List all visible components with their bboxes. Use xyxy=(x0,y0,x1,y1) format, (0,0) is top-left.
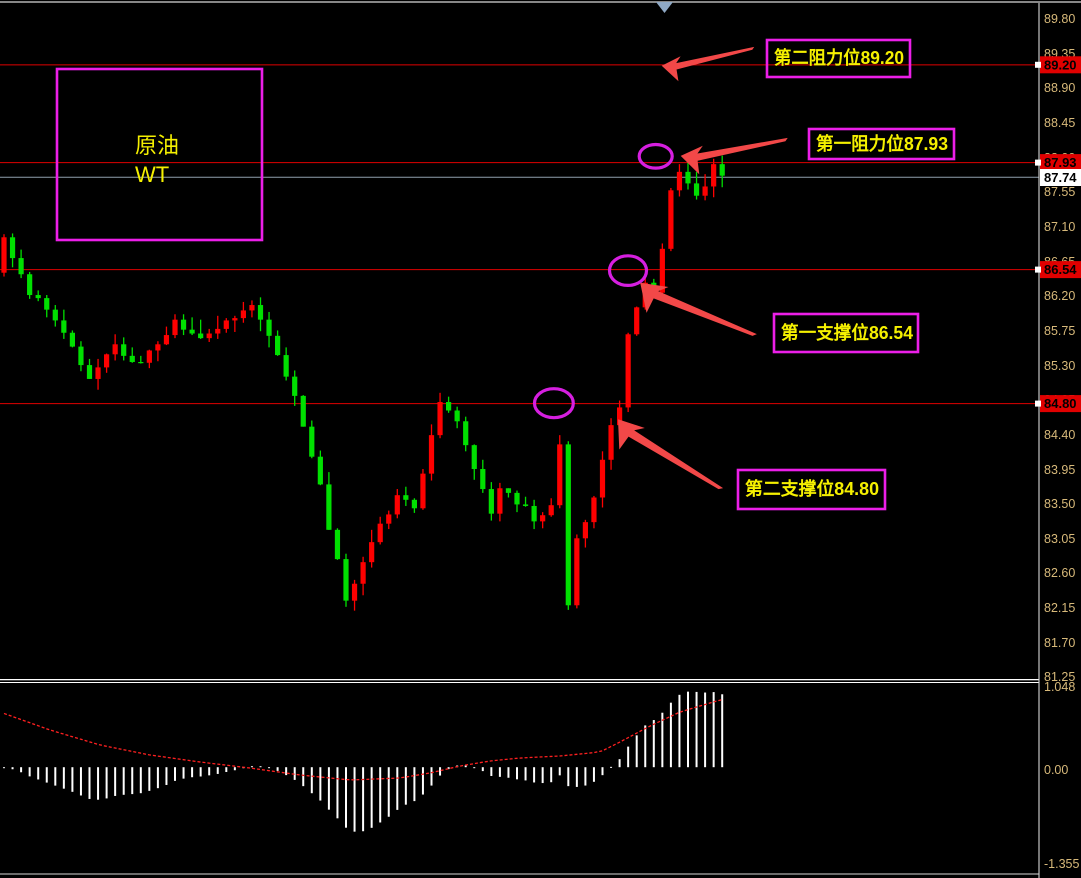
svg-text:第二阻力位89.20: 第二阻力位89.20 xyxy=(774,47,904,68)
svg-text:-1.355: -1.355 xyxy=(1044,857,1079,871)
svg-text:第二支撑位84.80: 第二支撑位84.80 xyxy=(745,478,879,499)
svg-text:84.40: 84.40 xyxy=(1044,428,1075,442)
svg-text:89.80: 89.80 xyxy=(1044,12,1075,26)
svg-text:85.75: 85.75 xyxy=(1044,324,1075,338)
svg-text:82.15: 82.15 xyxy=(1044,601,1075,615)
svg-text:82.60: 82.60 xyxy=(1044,566,1075,580)
svg-text:第一阻力位87.93: 第一阻力位87.93 xyxy=(816,133,948,154)
svg-text:原油: 原油 xyxy=(135,133,179,158)
svg-text:第一支撑位86.54: 第一支撑位86.54 xyxy=(781,322,913,343)
svg-text:81.70: 81.70 xyxy=(1044,636,1075,650)
svg-text:87.93: 87.93 xyxy=(1044,155,1077,170)
svg-text:1.048: 1.048 xyxy=(1044,680,1075,694)
svg-text:83.95: 83.95 xyxy=(1044,463,1075,477)
svg-text:86.54: 86.54 xyxy=(1044,262,1077,277)
svg-text:89.20: 89.20 xyxy=(1044,57,1077,72)
svg-text:83.05: 83.05 xyxy=(1044,532,1075,546)
svg-text:85.30: 85.30 xyxy=(1044,359,1075,373)
svg-text:WT: WT xyxy=(135,162,169,187)
svg-text:88.90: 88.90 xyxy=(1044,81,1075,95)
svg-text:87.10: 87.10 xyxy=(1044,220,1075,234)
svg-text:88.45: 88.45 xyxy=(1044,116,1075,130)
svg-text:0.00: 0.00 xyxy=(1044,763,1068,777)
svg-text:87.74: 87.74 xyxy=(1044,170,1077,185)
svg-text:83.50: 83.50 xyxy=(1044,497,1075,511)
svg-text:87.55: 87.55 xyxy=(1044,185,1075,199)
svg-text:86.20: 86.20 xyxy=(1044,289,1075,303)
svg-text:84.80: 84.80 xyxy=(1044,396,1077,411)
